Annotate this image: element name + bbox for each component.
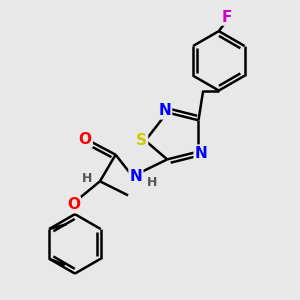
Text: N: N — [195, 146, 207, 160]
Text: H: H — [82, 172, 92, 185]
Text: S: S — [136, 133, 147, 148]
Text: H: H — [146, 176, 157, 189]
Text: O: O — [67, 197, 80, 212]
Text: N: N — [130, 169, 142, 184]
Text: F: F — [221, 10, 232, 25]
Text: N: N — [158, 103, 171, 118]
Text: O: O — [79, 131, 92, 146]
